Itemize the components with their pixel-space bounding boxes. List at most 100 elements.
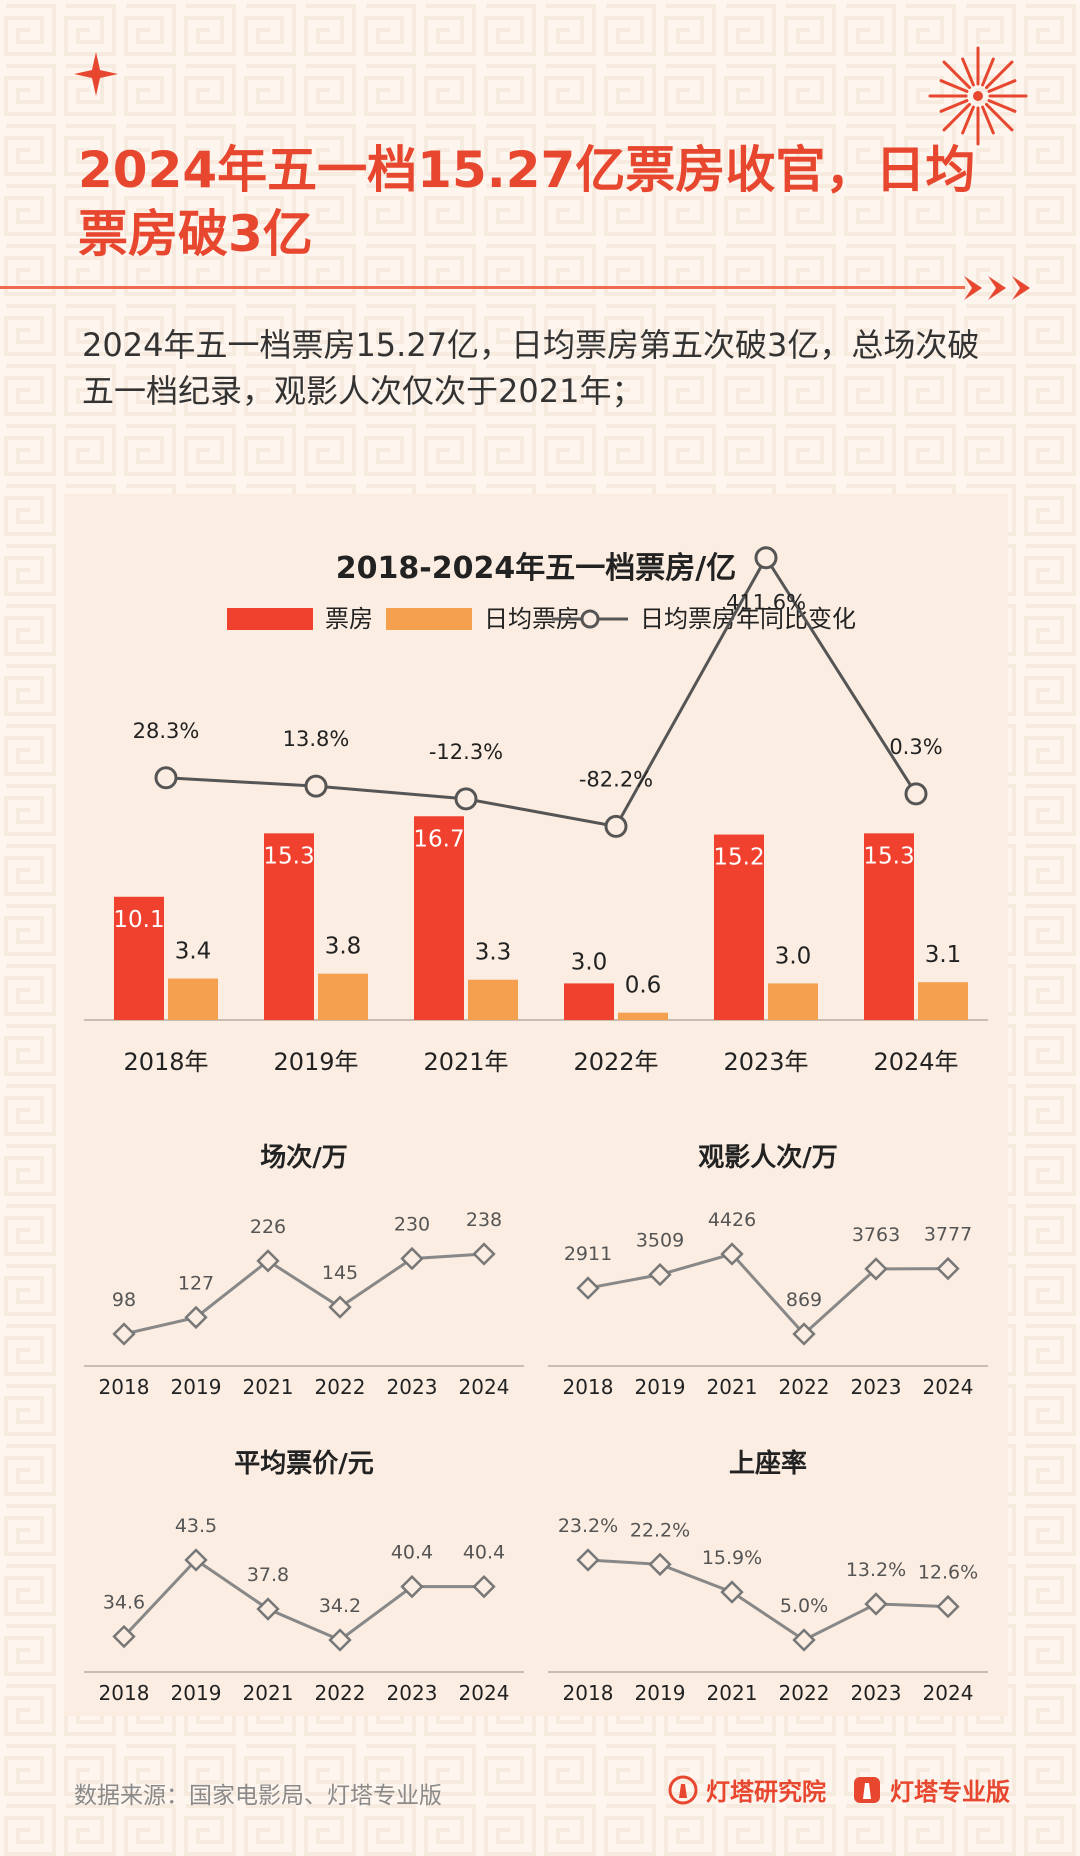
bar-daily-box-office xyxy=(918,982,968,1020)
data-point xyxy=(576,1548,600,1572)
data-point xyxy=(256,1249,280,1273)
brand-pro: 灯塔专业版 xyxy=(852,1772,1010,1807)
small-chart-title: 观影人次/万 xyxy=(698,1143,838,1173)
x-tick-label: 2021 xyxy=(243,1375,294,1399)
x-tick-label: 2019 xyxy=(635,1681,686,1705)
bar-daily-box-office xyxy=(768,983,818,1020)
x-tick-label: 2024 xyxy=(923,1681,974,1705)
x-tick-label: 2024 xyxy=(923,1375,974,1399)
data-label: 23.2% xyxy=(558,1515,618,1537)
lighthouse-icon xyxy=(668,1775,698,1804)
sessions-line-chart: 场次/万 98 2018 127 2019 226 2021 145 2022 230 2023 23… xyxy=(84,1143,524,1399)
x-tick-label: 2023年 xyxy=(723,1048,808,1076)
data-label: 37.8 xyxy=(247,1564,289,1586)
bar-box-office-label: 15.2 xyxy=(713,845,764,871)
page-title: 2024年五一档15.27亿票房收官，日均票房破3亿 xyxy=(78,141,976,263)
chart-panel: 2018-2024年五一档票房/亿 票房 日均票房 日均票房年同比变化 10.1 3.4 2… xyxy=(64,494,1008,1716)
bar-box-office xyxy=(264,833,314,1020)
data-label: 12.6% xyxy=(918,1562,978,1584)
bar-daily-box-office xyxy=(468,979,518,1020)
brand-research: 灯塔研究院 xyxy=(668,1772,826,1807)
data-source: 数据来源：国家电影局、灯塔专业版 xyxy=(74,1783,442,1809)
x-tick-label: 2021年 xyxy=(423,1048,508,1076)
yoy-label: 28.3% xyxy=(133,719,200,743)
data-label: 5.0% xyxy=(780,1595,828,1617)
x-tick-label: 2022年 xyxy=(573,1048,658,1076)
series-line xyxy=(123,1252,485,1336)
data-point xyxy=(472,1574,496,1599)
data-point xyxy=(648,1552,672,1577)
data-label: 3777 xyxy=(924,1224,972,1246)
data-label: 40.4 xyxy=(391,1542,433,1564)
occupancy-line-chart: 上座率 23.2% 2018 22.2% 2019 15.9% 2021 5.0% 2022 13… xyxy=(548,1448,988,1705)
bar-box-office-label: 3.0 xyxy=(571,949,608,975)
data-label: 98 xyxy=(112,1289,136,1311)
arrow-right-icon xyxy=(964,276,1030,300)
data-point xyxy=(864,1592,888,1616)
data-point xyxy=(184,1548,208,1572)
yoy-point xyxy=(304,774,328,798)
bar-daily-label: 0.6 xyxy=(625,973,662,999)
small-chart-title: 上座率 xyxy=(729,1448,807,1479)
data-point xyxy=(936,1256,960,1281)
data-point xyxy=(720,1580,744,1604)
bar-box-office-label: 15.3 xyxy=(863,843,914,869)
bar-box-office xyxy=(864,833,914,1020)
legend-label-0: 票房 xyxy=(325,605,373,633)
data-point xyxy=(328,1295,352,1319)
x-tick-label: 2023 xyxy=(387,1375,438,1399)
data-point xyxy=(328,1628,352,1652)
firework-icon xyxy=(928,46,1028,146)
data-label: 869 xyxy=(786,1289,822,1311)
small-chart-title: 场次/万 xyxy=(260,1143,348,1173)
small-chart-title: 平均票价/元 xyxy=(234,1449,374,1479)
bar-box-office-label: 15.3 xyxy=(263,843,314,869)
main-bar-chart: 2018-2024年五一档票房/亿票房 日均票房 日均票房年同比变化10.13.42… xyxy=(84,546,988,1076)
title-divider xyxy=(0,286,965,289)
data-point xyxy=(256,1597,280,1621)
x-tick-label: 2019 xyxy=(171,1375,222,1399)
series-line xyxy=(122,1558,484,1642)
data-label: 226 xyxy=(250,1216,286,1238)
data-point xyxy=(792,1322,816,1346)
data-point xyxy=(112,1624,136,1649)
data-label: 230 xyxy=(394,1214,430,1236)
x-tick-label: 2018年 xyxy=(123,1048,208,1076)
yoy-label: -82.2% xyxy=(579,767,653,791)
x-tick-label: 2023 xyxy=(387,1681,438,1705)
data-label: 238 xyxy=(466,1209,502,1231)
yoy-point xyxy=(754,546,778,570)
avg-price-line-chart: 平均票价/元 34.6 2018 43.5 2019 37.8 2021 34.2 2022 40… xyxy=(84,1449,524,1705)
data-point xyxy=(576,1276,600,1300)
x-tick-label: 2018 xyxy=(99,1375,150,1399)
legend-label-2: 日均票房年同比变化 xyxy=(640,605,856,633)
bar-box-office-label: 16.7 xyxy=(413,826,464,852)
data-label: 15.9% xyxy=(702,1547,762,1569)
bar-daily-label: 3.4 xyxy=(175,939,212,965)
bar-box-office-label: 10.1 xyxy=(113,907,164,933)
legend-swatch-0 xyxy=(227,608,313,630)
lighthouse-icon xyxy=(854,1776,880,1803)
yoy-point xyxy=(454,787,478,811)
x-tick-label: 2024 xyxy=(459,1681,510,1705)
bar-box-office xyxy=(564,983,614,1020)
x-tick-label: 2022 xyxy=(779,1375,830,1399)
brand-pro-label: 灯塔专业版 xyxy=(890,1778,1010,1806)
yoy-label: 13.8% xyxy=(283,727,350,751)
brand-research-label: 灯塔研究院 xyxy=(706,1778,826,1806)
data-label: 145 xyxy=(322,1262,358,1284)
data-point xyxy=(648,1262,672,1287)
data-label: 40.4 xyxy=(463,1542,505,1564)
data-label: 34.2 xyxy=(319,1595,361,1617)
yoy-point xyxy=(904,782,928,806)
x-tick-label: 2022 xyxy=(315,1375,366,1399)
data-label: 34.6 xyxy=(103,1592,145,1614)
data-point xyxy=(472,1242,496,1266)
data-point xyxy=(864,1257,888,1281)
x-tick-label: 2022 xyxy=(779,1681,830,1705)
data-label: 43.5 xyxy=(175,1515,217,1537)
data-label: 2911 xyxy=(564,1243,612,1265)
attendance-line-chart: 观影人次/万 2911 2018 3509 2019 4426 2021 869 2022 376… xyxy=(548,1143,988,1399)
legend-swatch-1 xyxy=(386,608,472,630)
x-tick-label: 2018 xyxy=(563,1681,614,1705)
